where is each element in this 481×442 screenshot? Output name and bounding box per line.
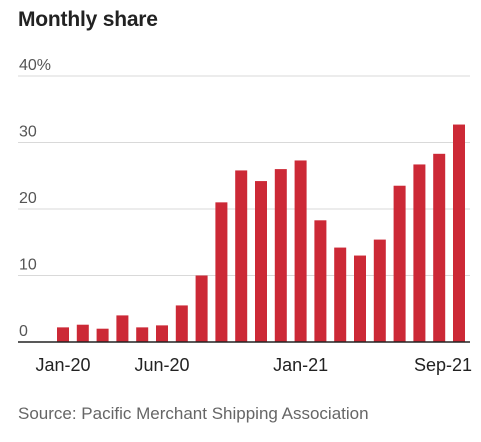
bar	[413, 164, 426, 342]
bar	[96, 328, 109, 342]
y-tick-label: 40%	[19, 57, 51, 74]
bar	[215, 202, 228, 342]
bar	[57, 327, 69, 342]
x-tick-label: Jun-20	[134, 355, 189, 375]
y-tick-label: 30	[19, 124, 37, 141]
bar	[354, 255, 366, 342]
x-tick-labels: Jan-20 Jun-20 Jan-21 Sep-21	[35, 355, 472, 375]
chart-title: Monthly share	[18, 8, 158, 31]
y-tick-label: 10	[19, 257, 37, 274]
bar	[433, 153, 446, 342]
bars	[57, 124, 465, 342]
x-tick-label: Jan-20	[35, 355, 90, 375]
bar	[116, 315, 129, 342]
x-tick-label: Sep-21	[414, 355, 472, 375]
bar	[156, 325, 168, 342]
bar	[195, 275, 208, 342]
bar	[235, 170, 248, 342]
y-tick-label: 0	[19, 323, 28, 340]
bar	[453, 124, 465, 342]
y-tick-labels: 0 10 20 30 40%	[19, 57, 51, 340]
bar	[334, 247, 347, 342]
bar	[294, 160, 307, 342]
bar	[393, 185, 406, 342]
bar	[175, 305, 188, 342]
bar	[136, 327, 149, 342]
x-tick-label: Jan-21	[273, 355, 328, 375]
bar	[314, 220, 327, 342]
source-note: Source: Pacific Merchant Shipping Associ…	[18, 404, 369, 423]
bar	[76, 324, 89, 342]
y-tick-label: 20	[19, 190, 37, 207]
bar	[373, 239, 386, 342]
bar	[274, 169, 287, 342]
bar	[255, 181, 267, 342]
